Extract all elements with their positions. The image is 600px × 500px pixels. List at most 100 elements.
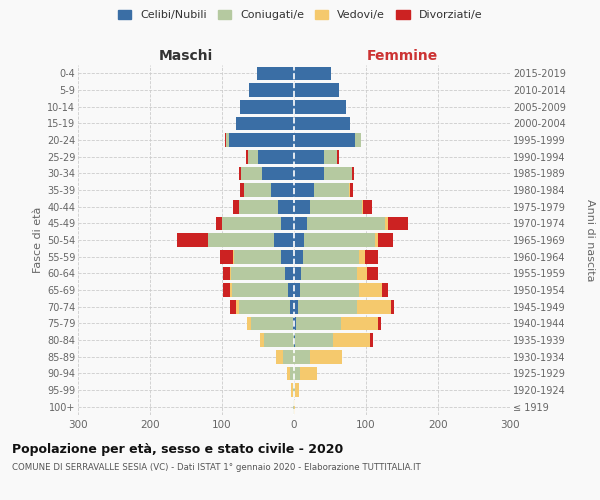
Bar [257, 66, 294, 80]
Bar [295, 333, 333, 347]
Bar [278, 200, 294, 213]
Bar [300, 366, 317, 380]
Bar [294, 233, 304, 247]
Text: Maschi: Maschi [159, 48, 213, 62]
Bar [288, 283, 294, 297]
Text: Femmine: Femmine [367, 48, 437, 62]
Bar [337, 150, 338, 164]
Bar [294, 166, 324, 180]
Bar [294, 216, 307, 230]
Bar [370, 333, 373, 347]
Bar [294, 366, 300, 380]
Bar [294, 350, 310, 364]
Bar [359, 283, 382, 297]
Bar [281, 250, 294, 264]
Bar [236, 116, 294, 130]
Bar [391, 300, 394, 314]
Bar [264, 333, 294, 347]
Bar [248, 150, 258, 164]
Bar [241, 166, 262, 180]
Bar [304, 233, 374, 247]
Bar [294, 183, 314, 197]
Bar [314, 183, 349, 197]
Bar [281, 216, 294, 230]
Bar [352, 166, 355, 180]
Bar [388, 216, 408, 230]
Bar [294, 300, 298, 314]
Bar [286, 266, 294, 280]
Bar [294, 400, 295, 413]
Bar [341, 316, 378, 330]
Bar [223, 283, 230, 297]
Bar [233, 200, 239, 213]
Bar [294, 150, 324, 164]
Bar [295, 383, 299, 397]
Bar [236, 300, 239, 314]
Bar [302, 250, 359, 264]
Bar [230, 283, 232, 297]
Bar [358, 266, 367, 280]
Bar [385, 216, 388, 230]
Bar [294, 83, 338, 97]
Bar [291, 383, 293, 397]
Bar [377, 233, 394, 247]
Bar [300, 283, 359, 297]
Bar [294, 100, 346, 114]
Bar [294, 383, 295, 397]
Bar [283, 350, 294, 364]
Bar [294, 266, 301, 280]
Bar [226, 133, 229, 147]
Bar [239, 300, 290, 314]
Bar [310, 200, 362, 213]
Text: Popolazione per età, sesso e stato civile - 2020: Popolazione per età, sesso e stato civil… [12, 442, 343, 456]
Bar [271, 183, 294, 197]
Bar [233, 250, 234, 264]
Bar [365, 250, 377, 264]
Bar [293, 383, 294, 397]
Bar [276, 350, 283, 364]
Text: COMUNE DI SERRAVALLE SESIA (VC) - Dati ISTAT 1° gennaio 2020 - Elaborazione TUTT: COMUNE DI SERRAVALLE SESIA (VC) - Dati I… [12, 462, 421, 471]
Y-axis label: Anni di nascita: Anni di nascita [585, 198, 595, 281]
Bar [178, 233, 208, 247]
Bar [229, 133, 294, 147]
Bar [290, 300, 294, 314]
Bar [230, 300, 236, 314]
Bar [355, 133, 361, 147]
Bar [298, 300, 356, 314]
Bar [293, 400, 294, 413]
Bar [294, 250, 302, 264]
Bar [247, 316, 251, 330]
Bar [333, 333, 370, 347]
Bar [294, 200, 310, 213]
Bar [287, 366, 290, 380]
Bar [350, 183, 353, 197]
Bar [294, 283, 300, 297]
Legend: Celibi/Nubili, Coniugati/e, Vedovi/e, Divorziati/e: Celibi/Nubili, Coniugati/e, Vedovi/e, Di… [113, 6, 487, 25]
Y-axis label: Fasce di età: Fasce di età [32, 207, 43, 273]
Bar [310, 350, 341, 364]
Bar [234, 250, 281, 264]
Bar [307, 216, 385, 230]
Bar [374, 233, 377, 247]
Bar [239, 166, 241, 180]
Bar [324, 166, 352, 180]
Bar [294, 116, 350, 130]
Bar [223, 266, 230, 280]
Bar [216, 216, 222, 230]
Bar [230, 266, 232, 280]
Bar [222, 216, 281, 230]
Bar [251, 316, 293, 330]
Bar [362, 200, 363, 213]
Bar [356, 300, 391, 314]
Bar [260, 333, 264, 347]
Bar [258, 150, 294, 164]
Bar [294, 333, 295, 347]
Bar [293, 316, 294, 330]
Bar [359, 250, 365, 264]
Bar [244, 183, 271, 197]
Bar [363, 200, 372, 213]
Bar [296, 316, 341, 330]
Bar [294, 66, 331, 80]
Bar [382, 283, 388, 297]
Bar [294, 133, 355, 147]
